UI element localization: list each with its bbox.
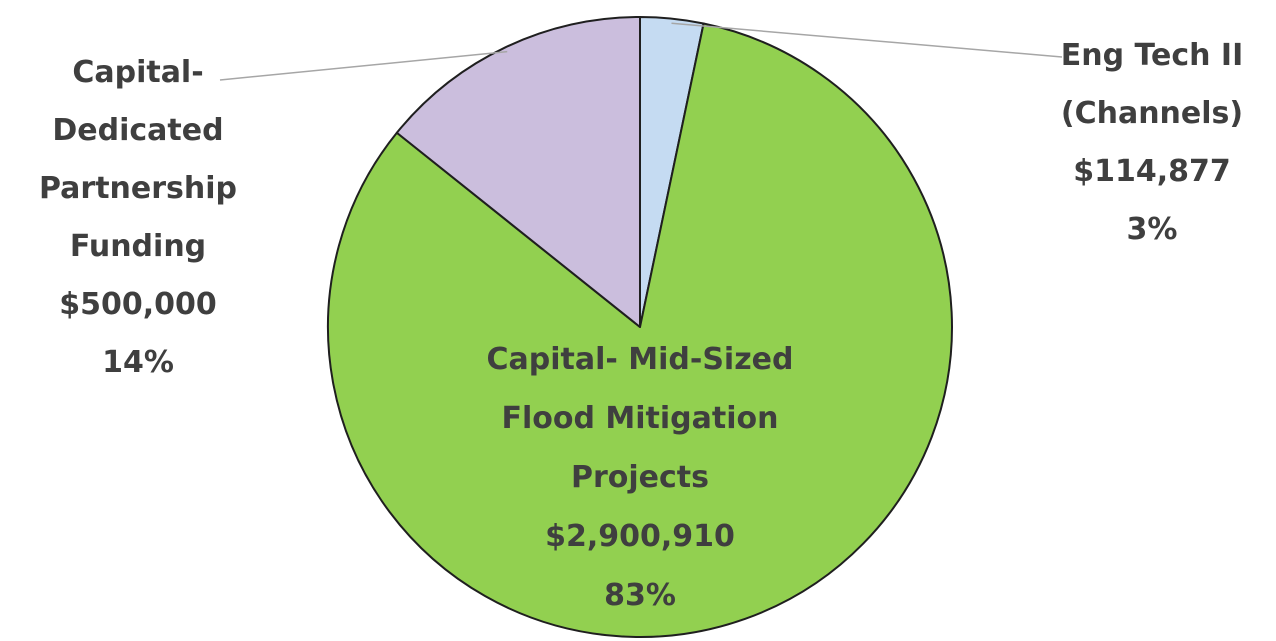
- slice-label: Capital- Mid-Sized Flood Mitigation Projec…: [486, 342, 793, 613]
- slice-name-label: Flood Mitigation: [502, 401, 779, 436]
- slice-name-label: Dedicated: [52, 113, 223, 148]
- slice-name-label: Capital-: [72, 55, 203, 90]
- slice-value-label: $500,000: [59, 287, 217, 322]
- leader-lines: [219, 22, 1063, 81]
- slice-labels: Eng Tech II (Channels) $114,877 3% Capital- …: [39, 38, 1243, 613]
- leader-line: [671, 22, 1063, 58]
- slice-percent-label: 3%: [1127, 212, 1178, 247]
- slice-name-label: Partnership: [39, 171, 237, 206]
- slice-name-label: Capital- Mid-Sized: [486, 342, 793, 377]
- slice-name-label: Projects: [571, 460, 709, 495]
- leader-line: [219, 50, 508, 81]
- slice-percent-label: 83%: [604, 578, 676, 613]
- slice-percent-label: 14%: [102, 345, 174, 380]
- slice-name-label: Funding: [70, 229, 206, 264]
- pie-slice: [395, 16, 641, 328]
- slice-label: Capital- Dedicated Partnership Funding $500,…: [39, 55, 237, 380]
- slice-name-label: (Channels): [1061, 96, 1243, 131]
- slice-label: Eng Tech II (Channels) $114,877 3%: [1061, 38, 1244, 247]
- pie-slice: [327, 22, 953, 638]
- slice-value-label: $114,877: [1073, 154, 1231, 189]
- pie-slices: [327, 16, 953, 638]
- slice-value-label: $2,900,910: [545, 519, 735, 554]
- slice-name-label: Eng Tech II: [1061, 38, 1244, 73]
